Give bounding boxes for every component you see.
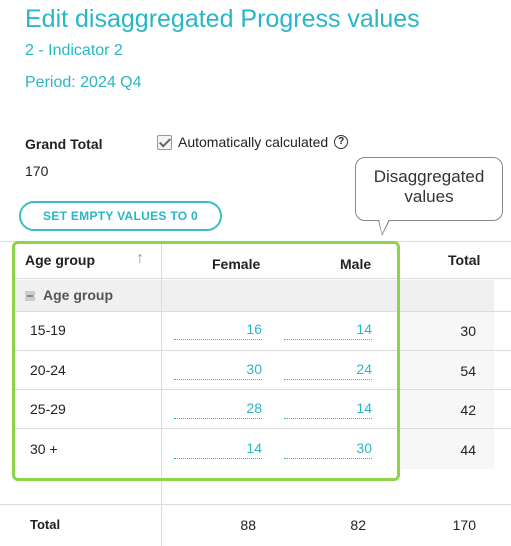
row-label: 15-19 [30, 322, 66, 338]
footer-top-border [0, 504, 511, 505]
male-value-input[interactable]: 30 [284, 440, 372, 459]
female-value-input[interactable]: 16 [174, 321, 262, 340]
callout-line-1: Disaggregated [373, 167, 485, 186]
row-total: 42 [460, 402, 476, 418]
column-divider [161, 241, 162, 546]
group-row-header[interactable]: Age group [25, 287, 113, 303]
row-divider [14, 428, 511, 429]
row-label: 25-29 [30, 401, 66, 417]
grand-total-value: 170 [25, 163, 49, 179]
male-value-input[interactable]: 14 [284, 321, 372, 340]
female-value-input[interactable]: 30 [174, 361, 262, 380]
footer-total-label: Total [30, 517, 61, 532]
collapse-icon[interactable] [25, 291, 35, 302]
indicator-subtitle: 2 - Indicator 2 [25, 42, 123, 59]
grand-total-label: Grand Total [25, 136, 103, 152]
female-value-input[interactable]: 28 [174, 400, 262, 419]
group-row [14, 280, 494, 312]
callout-line-2: values [404, 187, 454, 206]
footer-male-total: 82 [350, 517, 366, 533]
auto-calc-checkbox[interactable] [157, 134, 172, 150]
column-header-age-group[interactable]: Age group [25, 252, 95, 268]
female-value-input[interactable]: 14 [174, 440, 262, 459]
header-bottom-border [14, 278, 511, 279]
footer-female-total: 88 [240, 517, 256, 533]
row-divider [14, 311, 511, 312]
male-value-input[interactable]: 14 [284, 400, 372, 419]
auto-calc-label: Automatically calculated [178, 134, 329, 150]
set-empty-values-button[interactable]: SET EMPTY VALUES TO 0 [19, 201, 222, 231]
column-header-female: Female [212, 256, 261, 272]
group-row-label: Age group [43, 287, 113, 303]
auto-calc-option: Automatically calculated ? [157, 134, 349, 150]
row-label: 20-24 [30, 362, 66, 378]
page-title: Edit disaggregated Progress values [25, 5, 420, 33]
column-header-male: Male [340, 256, 372, 272]
footer-grand-total: 170 [452, 517, 476, 533]
column-header-total: Total [448, 252, 481, 268]
callout-pointer-fill [379, 219, 389, 234]
row-divider [14, 350, 511, 351]
row-total: 30 [460, 323, 476, 339]
row-label: 30 + [30, 441, 58, 457]
row-total: 44 [460, 442, 476, 458]
total-column-bg [400, 311, 494, 469]
row-divider [14, 389, 511, 390]
arrow-up-icon[interactable]: ↑ [136, 250, 144, 267]
male-value-input[interactable]: 24 [284, 361, 372, 380]
disaggregated-values-highlight [12, 241, 400, 481]
question-circle-icon[interactable]: ? [334, 135, 349, 149]
callout-bubble: Disaggregated values [355, 157, 503, 221]
row-total: 54 [460, 363, 476, 379]
period-subtitle: Period: 2024 Q4 [25, 74, 142, 91]
